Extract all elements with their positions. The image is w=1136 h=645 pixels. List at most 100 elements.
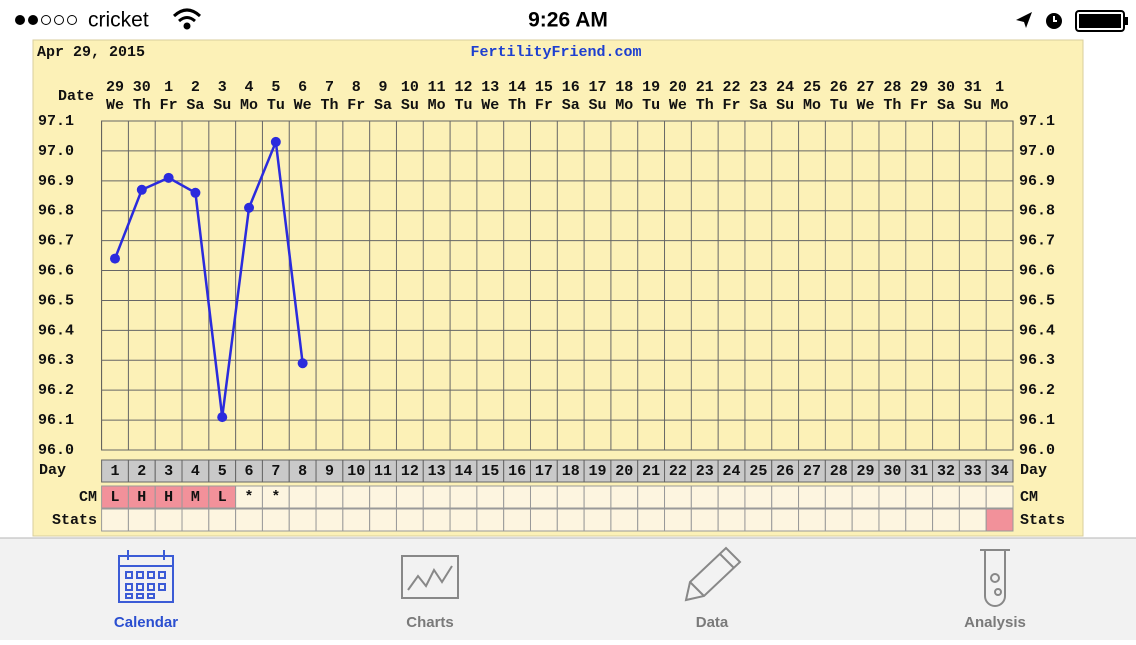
date-label: 29 [106,79,124,96]
y-tick-label: 96.2 [38,382,74,399]
date-label: 24 [776,79,794,96]
weekday-label: Tu [642,97,660,114]
date-label: 16 [562,79,580,96]
cm-cell [637,485,666,509]
tab-label: Data [696,614,729,631]
x-tick-label: 8 [298,463,307,480]
y-tick-label: 96.8 [1019,203,1055,220]
stats-cell [851,508,880,532]
chart: 96.0 96.0 96.1 96.1 96.2 96.2 96.3 96.3 96.4 96.4… [38,79,1055,532]
stats-cell [958,508,987,532]
x-tick-label: 10 [347,463,365,480]
stats-cell [905,508,934,532]
y-tick-label: 97.1 [1019,113,1055,130]
clock: 9:26 AM [528,9,608,32]
y-tick-label: 96.4 [1019,322,1055,339]
weekday-label: We [857,97,875,114]
weekday-label: Tu [830,97,848,114]
y-tick-label: 96.1 [1019,412,1055,429]
stats-cell [208,508,237,532]
y-tick-label: 96.3 [38,352,74,369]
weekday-label: Th [883,97,901,114]
x-tick-label: 30 [883,463,901,480]
x-tick-label: 1 [110,463,119,480]
stats-cell [422,508,451,532]
date-label: 5 [271,79,280,96]
weekday-label: Mo [991,97,1009,114]
x-tick-label: 21 [642,463,660,480]
stats-cell [583,508,612,532]
weekday-label: Fr [723,97,741,114]
temperature-point [217,412,228,423]
weekday-label: Su [964,97,982,114]
date-label: 14 [508,79,526,96]
x-tick-label: 25 [749,463,767,480]
x-tick-label: 32 [937,463,955,480]
y-tick-label: 96.7 [1019,233,1055,250]
temperature-point [297,358,308,369]
tab-label: Analysis [964,614,1026,631]
test-tube-icon [980,549,1010,607]
cm-cell [985,485,1014,509]
stats-cell [503,508,531,532]
x-tick-label: 2 [137,463,146,480]
carrier: cricket [88,9,149,32]
temperature-point [270,136,281,147]
stats-cell [288,508,317,532]
temperature-point [136,184,147,195]
weekday-label: Sa [374,97,392,114]
weekday-label: Fr [347,97,365,114]
stats-cell [744,508,773,532]
data-tab[interactable]: Data [684,546,742,631]
weekday-label: We [294,97,312,114]
date-label: 12 [454,79,472,96]
stats-cell [932,508,960,532]
date-label: 30 [937,79,955,96]
date-label: 23 [749,79,767,96]
x-tick-label: 15 [481,463,499,480]
site-name[interactable]: FertilityFriend.com [470,44,641,61]
stats-cell [610,508,639,532]
stats-cell [476,508,505,532]
y-tick-label: 96.3 [1019,352,1055,369]
x-tick-label: 20 [615,463,633,480]
x-tick-label: 34 [991,463,1009,480]
stats-cell [556,508,585,532]
temperature-point [110,253,121,264]
cm-value: M [191,489,200,506]
stats-cell [261,508,290,532]
cm-value: H [164,489,173,506]
chart-date: Apr 29, 2015 [37,44,145,61]
battery-icon [1075,10,1128,32]
x-tick-label: 6 [245,463,254,480]
weekday-label: Th [133,97,151,114]
cm-row-label: CM [79,489,97,506]
date-label: 21 [696,79,714,96]
date-label: 11 [428,79,446,96]
calendar-tab[interactable]: Calendar [114,550,178,631]
cm-value: * [271,489,280,506]
x-tick-label: 23 [696,463,714,480]
weekday-label: Tu [454,97,472,114]
day-cell [985,459,1014,483]
date-label: 17 [589,79,607,96]
x-tick-label: 11 [374,463,392,480]
stats-row-label: Stats [52,512,97,529]
date-label: 22 [723,79,741,96]
cm-cell [422,485,451,509]
y-tick-label: 96.9 [1019,173,1055,190]
cm-cell [556,485,585,509]
day-row-label: Day [39,462,66,479]
x-tick-label: 31 [910,463,928,480]
analysis-tab[interactable]: Analysis [964,549,1026,631]
weekday-label: Sa [186,97,204,114]
cm-cell [342,485,371,509]
cm-cell [798,485,826,509]
y-tick-label: 96.9 [38,173,74,190]
charts-tab[interactable]: Charts [401,555,459,631]
cm-value: L [110,489,119,506]
x-tick-label: 12 [401,463,419,480]
cm-cell [905,485,934,509]
date-label: 25 [803,79,821,96]
